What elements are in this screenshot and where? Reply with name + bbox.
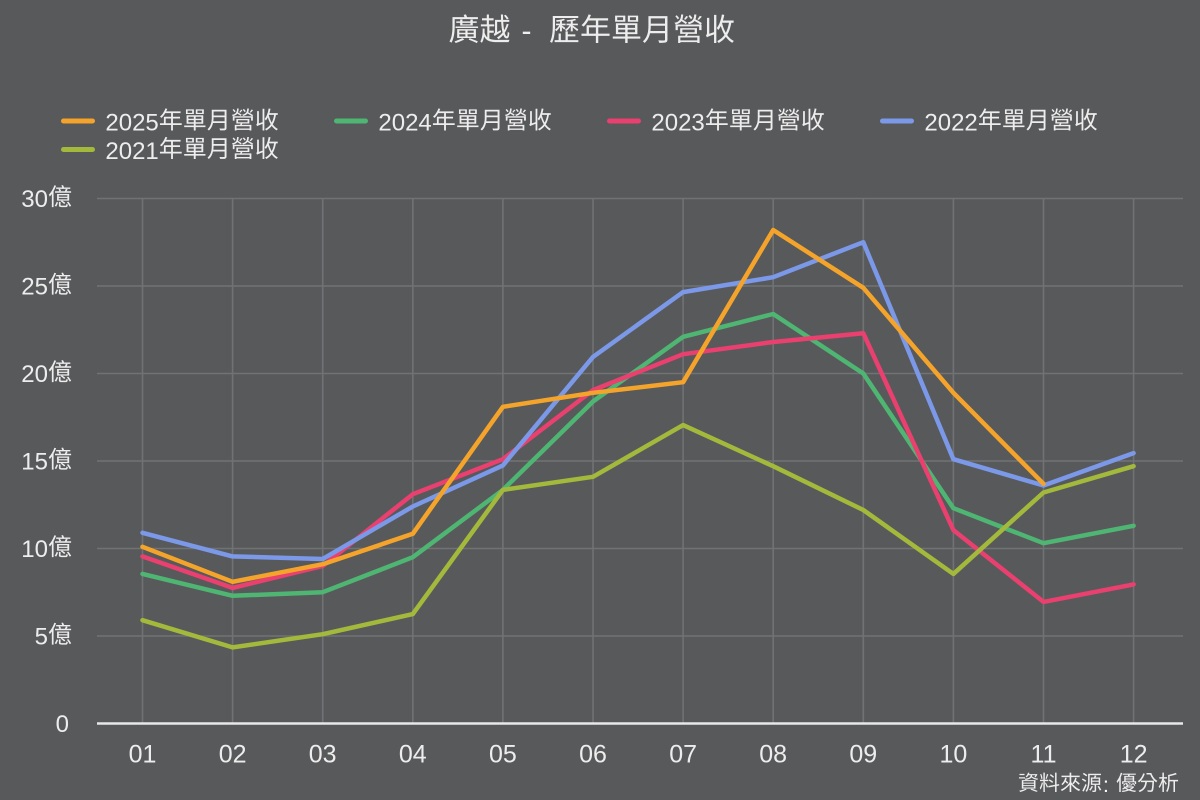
svg-text:30: 30 xyxy=(21,186,48,213)
svg-text:07: 07 xyxy=(669,741,697,769)
svg-text:03: 03 xyxy=(309,741,337,769)
svg-text:10: 10 xyxy=(21,536,48,563)
svg-text:2024: 2024 xyxy=(378,110,431,137)
svg-text:20: 20 xyxy=(21,361,48,388)
svg-text:08: 08 xyxy=(759,741,787,769)
svg-text:2025: 2025 xyxy=(105,110,158,137)
svg-text:2021: 2021 xyxy=(105,138,158,165)
svg-text:5: 5 xyxy=(35,624,48,651)
svg-text:2023: 2023 xyxy=(651,110,704,137)
svg-text:10: 10 xyxy=(939,741,967,769)
svg-text:04: 04 xyxy=(399,741,427,769)
svg-text:01: 01 xyxy=(129,741,157,769)
svg-text:06: 06 xyxy=(579,741,607,769)
svg-text:25: 25 xyxy=(21,274,48,301)
svg-text:2022: 2022 xyxy=(924,110,977,137)
svg-text:02: 02 xyxy=(219,741,247,769)
svg-text:-: - xyxy=(522,15,532,48)
svg-text:15: 15 xyxy=(21,449,48,476)
svg-text::: : xyxy=(1103,774,1109,797)
svg-text:05: 05 xyxy=(489,741,517,769)
svg-text:09: 09 xyxy=(849,741,877,769)
svg-text:12: 12 xyxy=(1120,741,1148,769)
svg-text:0: 0 xyxy=(56,711,69,738)
svg-text:11: 11 xyxy=(1031,741,1057,769)
